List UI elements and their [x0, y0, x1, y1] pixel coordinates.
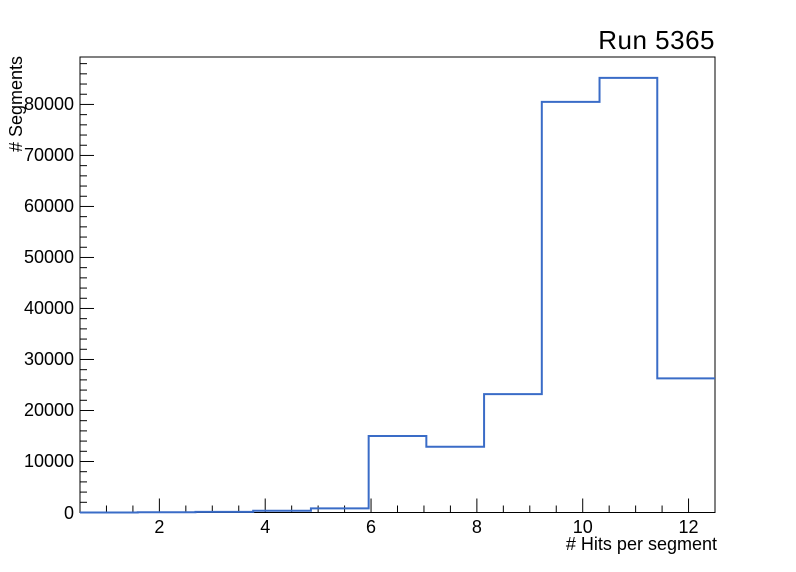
histogram-step-line: [80, 76, 715, 514]
plot-title: Run 5365: [598, 25, 715, 55]
y-tick-label: 20000: [23, 400, 74, 421]
y-tick-label: 0: [63, 502, 74, 523]
x-tick-label: 12: [678, 517, 699, 537]
y-tick-label: 50000: [23, 247, 74, 268]
y-tick-label: 80000: [23, 94, 74, 115]
y-tick-label: 60000: [23, 196, 74, 217]
x-tick-label: 2: [154, 517, 165, 537]
x-axis-title: # Hits per segment: [565, 534, 717, 554]
axis-frame: [79, 56, 716, 513]
x-tick-label: 4: [260, 517, 271, 537]
x-tick-label: 6: [366, 517, 377, 537]
y-tick-label: 30000: [23, 349, 74, 370]
y-tick-label: 10000: [23, 451, 74, 472]
x-tick-label: 8: [471, 517, 482, 537]
y-tick-label: 40000: [23, 298, 74, 319]
x-tick-label: 10: [572, 517, 593, 537]
y-tick-label: 70000: [23, 145, 74, 166]
